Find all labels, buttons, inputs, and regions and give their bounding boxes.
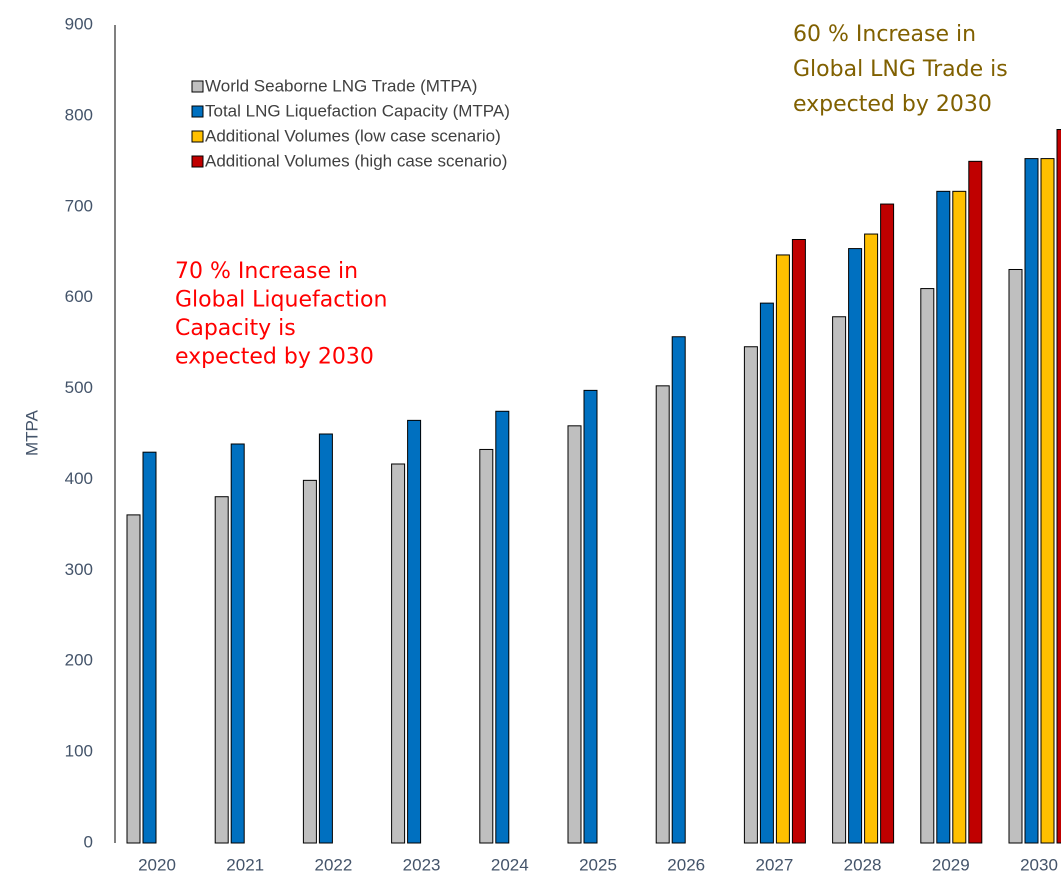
- bar: [479, 448, 494, 844]
- x-tick-label: 2020: [138, 855, 176, 874]
- bar: [302, 479, 317, 844]
- annotation: expected by 2030: [175, 345, 374, 370]
- legend-label: Additional Volumes (high case scenario): [205, 151, 507, 170]
- bar: [391, 463, 406, 844]
- bar: [1008, 268, 1023, 844]
- x-tick-label: 2026: [667, 855, 705, 874]
- annotation: Global LNG Trade is: [793, 57, 1008, 82]
- bar: [920, 288, 935, 844]
- bar: [1056, 129, 1061, 844]
- x-tick-label: 2025: [579, 855, 617, 874]
- bar: [968, 160, 983, 844]
- y-tick-label: 700: [65, 196, 93, 215]
- bar: [880, 203, 895, 844]
- annotation: 60 % Increase in: [793, 22, 976, 47]
- legend-label: Additional Volumes (low case scenario): [205, 126, 501, 145]
- bar: [142, 451, 157, 844]
- y-tick-label: 100: [65, 742, 93, 761]
- legend-swatch: [191, 130, 204, 143]
- bar: [832, 316, 847, 844]
- annotation: expected by 2030: [793, 92, 992, 117]
- bar: [214, 496, 229, 844]
- bar: [864, 233, 879, 844]
- bar: [1040, 158, 1055, 844]
- bar: [495, 410, 510, 844]
- bar: [583, 389, 598, 844]
- bar: [671, 336, 686, 844]
- y-axis-label: MTPA: [22, 409, 41, 456]
- y-tick-label: 800: [65, 105, 93, 124]
- bar: [126, 514, 141, 844]
- bar: [230, 443, 245, 844]
- y-tick-label: 200: [65, 651, 93, 670]
- bar: [318, 433, 333, 844]
- legend-label: Total LNG Liquefaction Capacity (MTPA): [205, 101, 510, 120]
- bar: [952, 190, 967, 844]
- x-tick-label: 2029: [932, 855, 970, 874]
- y-tick-label: 300: [65, 560, 93, 579]
- bar: [567, 425, 582, 844]
- x-tick-label: 2030: [1020, 855, 1058, 874]
- bar: [936, 190, 951, 844]
- legend-swatch: [191, 155, 204, 168]
- x-tick-label: 2023: [403, 855, 441, 874]
- bar: [743, 346, 758, 844]
- x-tick-label: 2024: [491, 855, 529, 874]
- y-tick-label: 600: [65, 287, 93, 306]
- bar: [848, 248, 863, 844]
- bar: [759, 302, 774, 844]
- y-tick-label: 500: [65, 378, 93, 397]
- bar: [1024, 158, 1039, 844]
- y-tick-label: 0: [84, 832, 93, 851]
- y-tick-label: 900: [65, 14, 93, 33]
- bar: [655, 385, 670, 844]
- x-tick-label: 2027: [755, 855, 793, 874]
- legend-swatch: [191, 105, 204, 118]
- x-tick-label: 2022: [314, 855, 352, 874]
- bar: [407, 419, 422, 844]
- y-tick-label: 400: [65, 469, 93, 488]
- x-tick-label: 2028: [844, 855, 882, 874]
- legend-swatch: [191, 80, 204, 93]
- x-tick-label: 2021: [226, 855, 264, 874]
- annotation: Global Liquefaction: [175, 288, 387, 313]
- annotation: Capacity is: [175, 316, 296, 341]
- annotation: 70 % Increase in: [175, 259, 358, 284]
- bar: [791, 238, 806, 844]
- legend-label: World Seaborne LNG Trade (MTPA): [205, 76, 477, 95]
- bar: [775, 254, 790, 844]
